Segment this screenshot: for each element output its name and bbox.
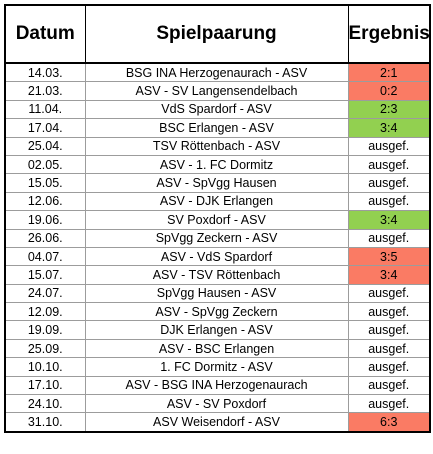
cell-result: 2:1 — [347, 62, 431, 83]
cell-match: ASV - SpVgg Zeckern — [84, 302, 349, 322]
cell-match: ASV - SV Poxdorf — [84, 394, 349, 414]
cell-date: 02.05. — [4, 154, 86, 175]
table-row: 12.09. ASV - SpVgg Zeckern ausgef. — [4, 302, 431, 322]
cell-date: 25.09. — [4, 338, 86, 359]
cell-date: 17.04. — [4, 118, 86, 138]
cell-match: ASV - VdS Spardorf — [84, 246, 349, 267]
table-row: 14.03. BSG INA Herzogenaurach - ASV 2:1 — [4, 62, 431, 83]
table-row: 31.10. ASV Weisendorf - ASV 6:3 — [4, 412, 431, 433]
cell-match: ASV - BSC Erlangen — [84, 338, 349, 359]
cell-result: 2:3 — [347, 99, 431, 120]
cell-date: 04.07. — [4, 246, 86, 267]
table-row: 24.07. SpVgg Hausen - ASV ausgef. — [4, 283, 431, 304]
cell-result: ausgef. — [347, 136, 431, 156]
header-result: Ergebnis — [347, 4, 431, 64]
cell-date: 19.06. — [4, 210, 86, 230]
cell-result: ausgef. — [347, 394, 431, 414]
table-row: 25.04. TSV Röttenbach - ASV ausgef. — [4, 136, 431, 156]
table-row: 19.09. DJK Erlangen - ASV ausgef. — [4, 320, 431, 340]
cell-result: ausgef. — [347, 191, 431, 212]
table-row: 26.06. SpVgg Zeckern - ASV ausgef. — [4, 228, 431, 248]
cell-result: ausgef. — [347, 283, 431, 304]
cell-result: ausgef. — [347, 228, 431, 248]
cell-result: 0:2 — [347, 81, 431, 101]
cell-date: 25.04. — [4, 136, 86, 156]
cell-match: 1. FC Dormitz - ASV — [84, 357, 349, 377]
header-row: Datum Spielpaarung Ergebnis — [4, 4, 431, 64]
cell-result: ausgef. — [347, 357, 431, 377]
table-row: 10.10. 1. FC Dormitz - ASV ausgef. — [4, 357, 431, 377]
cell-match: ASV - SV Langensendelbach — [84, 81, 349, 101]
table-row: 11.04. VdS Spardorf - ASV 2:3 — [4, 99, 431, 120]
cell-match: ASV - TSV Röttenbach — [84, 265, 349, 285]
table-row: 19.06. SV Poxdorf - ASV 3:4 — [4, 210, 431, 230]
cell-match: BSC Erlangen - ASV — [84, 118, 349, 138]
table-body: 14.03. BSG INA Herzogenaurach - ASV 2:1 21.… — [4, 62, 431, 433]
header-match: Spielpaarung — [84, 4, 349, 64]
cell-date: 12.06. — [4, 191, 86, 212]
cell-date: 26.06. — [4, 228, 86, 248]
table-header: Datum Spielpaarung Ergebnis — [4, 4, 431, 64]
table-row: 21.03. ASV - SV Langensendelbach 0:2 — [4, 81, 431, 101]
cell-date: 19.09. — [4, 320, 86, 340]
cell-result: ausgef. — [347, 338, 431, 359]
table-row: 24.10. ASV - SV Poxdorf ausgef. — [4, 394, 431, 414]
cell-result: ausgef. — [347, 302, 431, 322]
cell-result: 3:4 — [347, 265, 431, 285]
cell-match: BSG INA Herzogenaurach - ASV — [84, 62, 349, 83]
table-row: 12.06. ASV - DJK Erlangen ausgef. — [4, 191, 431, 212]
cell-match: ASV Weisendorf - ASV — [84, 412, 349, 433]
table-row: 02.05. ASV - 1. FC Dormitz ausgef. — [4, 154, 431, 175]
table-row: 17.10. ASV - BSG INA Herzogenaurach ausgef… — [4, 375, 431, 396]
table-row: 25.09. ASV - BSC Erlangen ausgef. — [4, 338, 431, 359]
cell-date: 21.03. — [4, 81, 86, 101]
cell-match: SpVgg Zeckern - ASV — [84, 228, 349, 248]
cell-date: 24.10. — [4, 394, 86, 414]
cell-result: ausgef. — [347, 375, 431, 396]
table-row: 15.05. ASV - SpVgg Hausen ausgef. — [4, 173, 431, 193]
cell-match: VdS Spardorf - ASV — [84, 99, 349, 120]
header-date: Datum — [4, 4, 86, 64]
cell-date: 11.04. — [4, 99, 86, 120]
cell-match: ASV - BSG INA Herzogenaurach — [84, 375, 349, 396]
cell-date: 15.07. — [4, 265, 86, 285]
cell-result: 3:4 — [347, 210, 431, 230]
cell-date: 15.05. — [4, 173, 86, 193]
cell-date: 14.03. — [4, 62, 86, 83]
cell-result: ausgef. — [347, 173, 431, 193]
cell-match: TSV Röttenbach - ASV — [84, 136, 349, 156]
cell-result: 3:4 — [347, 118, 431, 138]
cell-match: SpVgg Hausen - ASV — [84, 283, 349, 304]
cell-date: 31.10. — [4, 412, 86, 433]
table-row: 15.07. ASV - TSV Röttenbach 3:4 — [4, 265, 431, 285]
cell-match: ASV - DJK Erlangen — [84, 191, 349, 212]
cell-result: 6:3 — [347, 412, 431, 433]
cell-result: ausgef. — [347, 320, 431, 340]
cell-match: ASV - SpVgg Hausen — [84, 173, 349, 193]
cell-date: 10.10. — [4, 357, 86, 377]
cell-date: 12.09. — [4, 302, 86, 322]
cell-result: ausgef. — [347, 154, 431, 175]
cell-match: ASV - 1. FC Dormitz — [84, 154, 349, 175]
match-schedule-table: Datum Spielpaarung Ergebnis 14.03. BSG IN… — [4, 4, 431, 433]
cell-date: 24.07. — [4, 283, 86, 304]
cell-date: 17.10. — [4, 375, 86, 396]
table-row: 04.07. ASV - VdS Spardorf 3:5 — [4, 246, 431, 267]
cell-result: 3:5 — [347, 246, 431, 267]
cell-match: SV Poxdorf - ASV — [84, 210, 349, 230]
table-row: 17.04. BSC Erlangen - ASV 3:4 — [4, 118, 431, 138]
cell-match: DJK Erlangen - ASV — [84, 320, 349, 340]
